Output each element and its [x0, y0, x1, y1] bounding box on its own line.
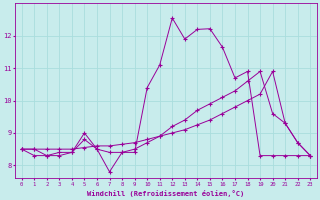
X-axis label: Windchill (Refroidissement éolien,°C): Windchill (Refroidissement éolien,°C)	[87, 190, 244, 197]
